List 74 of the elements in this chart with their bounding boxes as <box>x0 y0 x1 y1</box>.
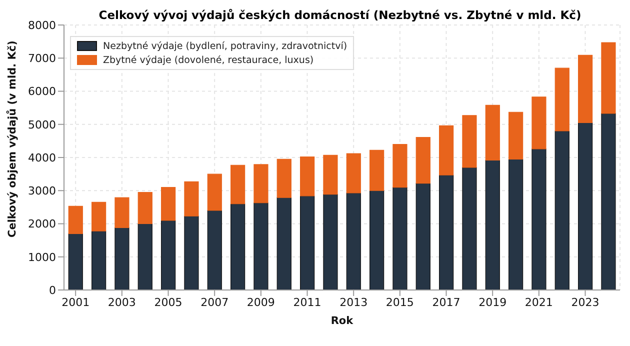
y-tick-label: 4000 <box>28 151 56 164</box>
x-tick-label: 2021 <box>524 296 553 309</box>
bar <box>323 154 338 195</box>
bar <box>254 202 268 290</box>
bar <box>92 202 106 232</box>
bar <box>207 174 222 211</box>
bar <box>184 216 199 290</box>
bar <box>161 220 176 290</box>
y-tick-label: 3000 <box>28 184 56 198</box>
x-tick-label: 2019 <box>478 296 507 309</box>
x-tick-label: 2017 <box>432 296 460 309</box>
bar <box>68 206 83 234</box>
y-axis-title: Celkový objem výdajů (v mld. Kč) <box>6 40 19 238</box>
x-tick-label: 2003 <box>108 296 136 309</box>
bar <box>346 192 361 290</box>
x-axis-title: Rok <box>330 315 354 327</box>
bar <box>462 115 477 168</box>
y-tick-label: 5000 <box>28 118 56 132</box>
bar <box>554 68 570 132</box>
bar <box>184 181 199 216</box>
bar <box>254 164 268 204</box>
x-tick-label: 2023 <box>571 296 600 309</box>
y-tick-label: 6000 <box>28 85 56 98</box>
y-tick-label: 7000 <box>28 52 56 66</box>
x-tick-label: 2011 <box>293 296 322 309</box>
bar <box>578 54 593 124</box>
bar <box>601 42 616 114</box>
y-tick-label: 2000 <box>28 218 56 231</box>
bar <box>207 210 222 290</box>
bar <box>439 125 454 176</box>
bar <box>485 104 500 160</box>
bar <box>230 204 246 290</box>
bar <box>276 197 292 290</box>
bar <box>161 187 176 221</box>
y-tick-label: 1000 <box>28 250 56 264</box>
bar <box>601 113 616 290</box>
bar <box>532 148 546 290</box>
legend-label: Nezbytné výdaje (bydlení, potraviny, zdravotnictví) <box>102 40 348 53</box>
x-tick-label: 2001 <box>62 296 90 309</box>
legend-label: Zbytné výdaje (dovolené, restaurace, luxus) <box>102 54 315 67</box>
y-tick-label: 8000 <box>28 18 56 32</box>
bar <box>276 158 292 198</box>
bar <box>68 233 83 290</box>
x-tick-label: 2013 <box>340 296 368 309</box>
bar <box>300 196 315 290</box>
x-tick-label: 2007 <box>200 296 229 309</box>
bar <box>370 190 384 290</box>
bar <box>416 136 430 184</box>
x-tick-label: 2015 <box>386 296 414 309</box>
bar <box>323 194 338 290</box>
bar <box>508 112 524 160</box>
bar <box>230 164 246 204</box>
bar <box>485 160 500 290</box>
bar <box>370 150 384 191</box>
bar <box>439 174 454 290</box>
x-tick-label: 2009 <box>246 296 275 309</box>
bar <box>92 230 106 290</box>
bar <box>392 144 408 188</box>
chart-title: Celkový vývoj výdajů českých domácností (Nezbytné vs. Zbytné v mld. Kč) <box>98 8 582 22</box>
bar <box>462 167 477 290</box>
bar <box>532 96 546 150</box>
bar <box>554 130 570 290</box>
bar <box>578 122 593 290</box>
bar <box>114 197 130 228</box>
bar <box>138 192 152 224</box>
bar <box>300 156 315 196</box>
bar <box>346 153 361 194</box>
y-tick-label: 0 <box>49 284 56 297</box>
bar <box>138 223 152 290</box>
x-tick-label: 2005 <box>154 296 182 309</box>
bar <box>416 183 430 290</box>
bar <box>114 227 130 290</box>
bar <box>508 158 524 290</box>
bar <box>392 187 408 290</box>
